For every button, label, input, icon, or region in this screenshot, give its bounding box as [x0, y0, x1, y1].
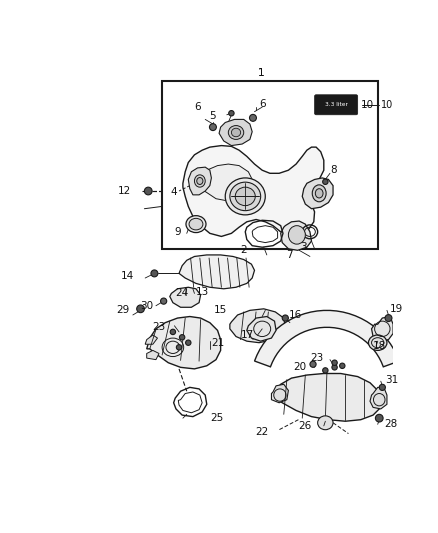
Circle shape: [177, 345, 182, 350]
Bar: [162, 81, 378, 249]
Polygon shape: [273, 374, 381, 421]
Text: 24: 24: [175, 288, 188, 298]
Text: 23: 23: [311, 353, 324, 363]
Circle shape: [282, 315, 288, 321]
Text: 31: 31: [385, 375, 399, 385]
Ellipse shape: [231, 128, 240, 137]
Text: 10: 10: [361, 100, 374, 110]
Ellipse shape: [235, 187, 255, 206]
Ellipse shape: [288, 225, 305, 244]
Polygon shape: [147, 350, 159, 360]
Polygon shape: [170, 287, 201, 308]
Circle shape: [229, 110, 234, 116]
Polygon shape: [302, 178, 333, 209]
Circle shape: [137, 305, 145, 313]
Text: 1: 1: [258, 68, 265, 78]
Circle shape: [385, 314, 392, 321]
Text: 10: 10: [381, 100, 393, 110]
Polygon shape: [370, 387, 387, 409]
Ellipse shape: [312, 185, 326, 202]
Text: 3: 3: [300, 242, 307, 252]
Circle shape: [323, 179, 328, 184]
Polygon shape: [179, 255, 254, 289]
Text: 29: 29: [117, 305, 130, 316]
Circle shape: [332, 360, 337, 366]
Text: 8: 8: [330, 165, 336, 175]
Circle shape: [180, 335, 185, 340]
Ellipse shape: [230, 182, 261, 211]
Text: 9: 9: [174, 227, 180, 237]
Ellipse shape: [189, 219, 203, 230]
Polygon shape: [272, 384, 288, 403]
Text: 17: 17: [241, 330, 254, 340]
Text: 2: 2: [240, 245, 247, 255]
Circle shape: [186, 340, 191, 345]
Ellipse shape: [194, 175, 205, 187]
Circle shape: [161, 298, 167, 304]
Text: 19: 19: [390, 304, 403, 314]
Ellipse shape: [228, 126, 244, 140]
Text: 12: 12: [118, 186, 131, 196]
Text: 20: 20: [294, 362, 307, 373]
Ellipse shape: [368, 335, 387, 350]
Polygon shape: [219, 119, 252, 146]
Ellipse shape: [225, 178, 265, 215]
Polygon shape: [188, 167, 212, 195]
Text: 26: 26: [298, 421, 311, 431]
Circle shape: [151, 270, 158, 277]
Text: 30: 30: [140, 301, 153, 311]
Circle shape: [170, 329, 176, 335]
Text: 6: 6: [194, 102, 201, 112]
FancyBboxPatch shape: [314, 95, 358, 115]
Circle shape: [209, 124, 216, 131]
Circle shape: [250, 115, 256, 122]
Text: 18: 18: [373, 341, 386, 351]
Text: 1: 1: [258, 68, 265, 78]
Polygon shape: [247, 317, 276, 341]
Polygon shape: [254, 310, 399, 367]
Circle shape: [332, 365, 337, 370]
Text: 7: 7: [286, 250, 293, 260]
Circle shape: [145, 187, 152, 195]
Text: 16: 16: [288, 310, 302, 320]
Text: 6: 6: [259, 99, 266, 109]
Text: 21: 21: [212, 338, 225, 348]
Polygon shape: [281, 221, 311, 251]
Ellipse shape: [197, 177, 203, 184]
Text: 3.3 liter: 3.3 liter: [325, 102, 348, 107]
Polygon shape: [183, 146, 324, 237]
Text: 15: 15: [214, 305, 227, 316]
Polygon shape: [147, 317, 221, 369]
Text: 5: 5: [209, 111, 216, 122]
Ellipse shape: [186, 216, 206, 232]
Text: 28: 28: [384, 419, 397, 429]
Text: 14: 14: [121, 271, 134, 281]
Circle shape: [379, 384, 385, 391]
Ellipse shape: [318, 416, 333, 430]
Circle shape: [375, 414, 383, 422]
Text: 13: 13: [196, 287, 209, 297]
Text: 4: 4: [171, 187, 177, 197]
Polygon shape: [196, 164, 253, 201]
Text: 25: 25: [210, 413, 223, 423]
Text: 22: 22: [255, 427, 268, 437]
Circle shape: [310, 361, 316, 367]
Polygon shape: [230, 309, 285, 343]
Polygon shape: [145, 335, 158, 344]
Ellipse shape: [315, 189, 323, 198]
Circle shape: [339, 363, 345, 368]
Text: 23: 23: [152, 322, 165, 332]
Circle shape: [323, 368, 328, 373]
Polygon shape: [371, 317, 393, 341]
